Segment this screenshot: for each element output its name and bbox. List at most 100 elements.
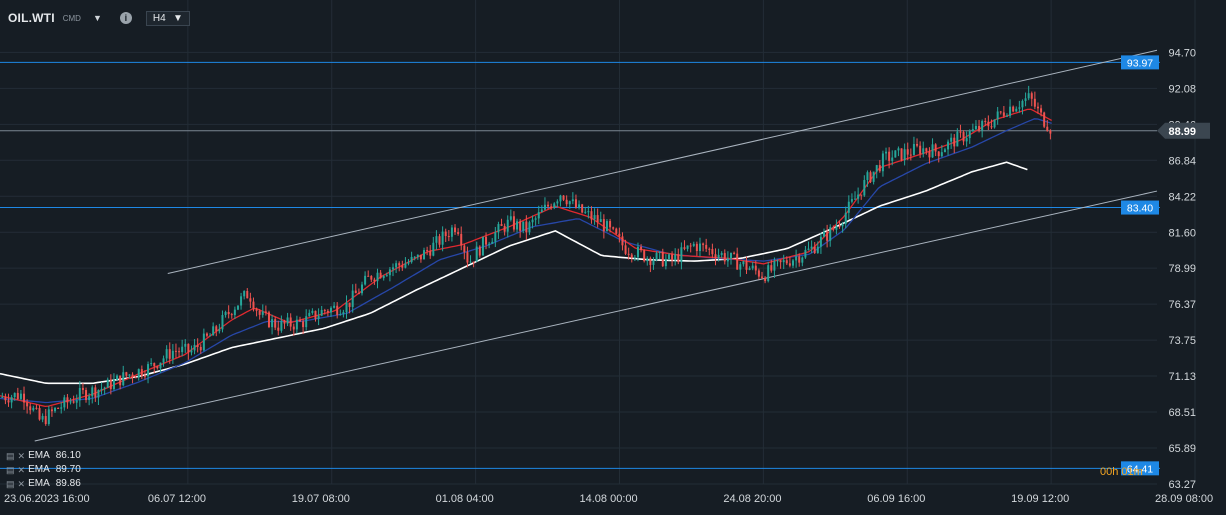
candle-body [171,350,174,359]
legend-row-ema-2: ▤ ✕ EMA 89.70 [6,463,81,477]
candle [823,228,826,238]
candle-body [119,375,122,386]
candle-body [395,263,398,268]
settings-icon[interactable]: ▤ [6,479,15,489]
candle-body [677,254,680,263]
indicator-legend: ▤ ✕ EMA 86.10 ▤ ✕ EMA 89.70 ▤ ✕ EMA 89.8… [6,449,81,491]
candle-body [323,310,326,312]
candle-body [841,223,844,227]
close-icon[interactable]: ✕ [17,465,26,475]
candle [178,347,181,358]
candle-body [519,221,522,231]
candle [934,143,937,157]
timeframe-select[interactable]: H4 ▼ [145,10,190,26]
candle [1027,85,1030,101]
candle [240,292,243,310]
candle-body [274,319,277,328]
candle [475,241,478,262]
candle-body [692,243,695,246]
candle-body [212,326,215,336]
candle [602,214,605,239]
candle [547,201,550,210]
candle [686,245,689,252]
candle [91,385,94,404]
candle-body [472,261,475,263]
candle-body [153,363,156,367]
candle [519,218,522,238]
x-tick-label: 28.09 08:00 [1155,493,1213,505]
candle-body [416,254,419,257]
candle-body [1,396,4,398]
candle-body [553,203,556,209]
candle [550,203,553,210]
close-icon[interactable]: ✕ [17,451,26,461]
candle-body [916,144,919,146]
candle-body [615,228,618,234]
candle [38,405,41,421]
candle [72,395,75,404]
candle-body [23,393,26,403]
candle [1030,91,1033,107]
candle-body [109,379,112,390]
candle [429,245,432,259]
x-tick-label: 19.07 08:00 [292,493,350,505]
ema-lines [0,108,1052,408]
candle-body [971,129,974,132]
candle-body [488,243,491,245]
candle [320,305,323,317]
candle-body [633,257,636,259]
candle [491,238,494,245]
candle-body [1015,108,1018,112]
candle-body [686,245,689,249]
candle [221,310,224,333]
candle [528,220,531,235]
candle-body [528,222,531,233]
candle-body [547,204,550,207]
candle [329,306,332,317]
candle-body [302,321,305,328]
candle-body [590,211,593,220]
candle-body [162,358,165,363]
candle-body [159,362,162,369]
candle [1,392,4,398]
candle-body [227,312,230,315]
candle [354,283,357,294]
candle-body [63,397,66,408]
candle [88,393,91,406]
price-label-box [1121,55,1159,70]
candle-body [305,316,308,328]
settings-icon[interactable]: ▤ [6,465,15,475]
candle-body [813,246,816,253]
candle-body [621,236,624,246]
candle-body [751,265,754,269]
price-label-text: 64.41 [1127,463,1153,475]
x-tick-label: 06.07 12:00 [148,493,206,505]
candle [571,192,574,205]
candle [553,202,556,210]
candle-body [264,311,267,313]
candle [218,323,221,334]
settings-icon[interactable]: ▤ [6,451,15,461]
candle [286,312,289,327]
candle [438,233,441,248]
candle-body [97,390,100,398]
candle [996,106,999,125]
candle-body [844,212,847,224]
candle [57,407,60,409]
candle-body [1012,106,1015,112]
close-icon[interactable]: ✕ [17,479,26,489]
candle [578,200,581,210]
candle [364,271,367,286]
candle-body [243,290,246,297]
candle-body [810,246,813,249]
candle-body [357,293,360,295]
candle-body [788,263,791,266]
candle-body [88,396,91,401]
symbol-dropdown-icon[interactable]: ▼ [92,13,102,23]
info-icon[interactable]: i [119,12,132,24]
candle [150,358,153,367]
candle [116,374,119,381]
candle-body [798,256,801,263]
symbol-name[interactable]: OIL.WTI [8,11,55,25]
